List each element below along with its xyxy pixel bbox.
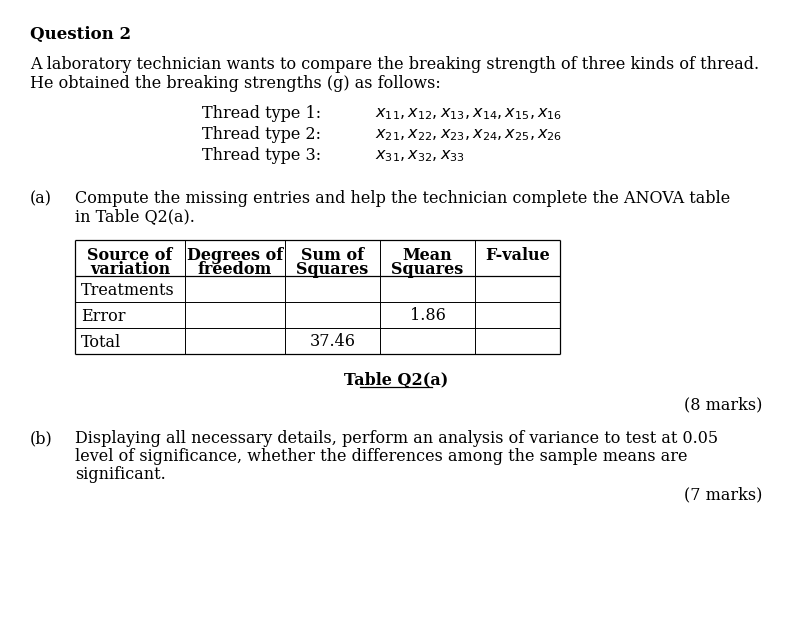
Text: He obtained the breaking strengths (g) as follows:: He obtained the breaking strengths (g) a… bbox=[30, 75, 441, 92]
Text: (b): (b) bbox=[30, 430, 53, 447]
Text: Table Q2(a): Table Q2(a) bbox=[344, 372, 448, 389]
Text: Displaying all necessary details, perform an analysis of variance to test at 0.0: Displaying all necessary details, perfor… bbox=[75, 430, 718, 447]
Text: Total: Total bbox=[81, 334, 121, 351]
Text: (7 marks): (7 marks) bbox=[683, 486, 762, 503]
Text: $x_{21}, x_{22}, x_{23}, x_{24}, x_{25}, x_{26}$: $x_{21}, x_{22}, x_{23}, x_{24}, x_{25},… bbox=[375, 126, 562, 143]
Text: freedom: freedom bbox=[198, 261, 272, 278]
Text: 37.46: 37.46 bbox=[310, 332, 356, 350]
Text: Treatments: Treatments bbox=[81, 282, 175, 299]
Text: Degrees of: Degrees of bbox=[187, 247, 283, 264]
Text: variation: variation bbox=[89, 261, 170, 278]
Text: significant.: significant. bbox=[75, 466, 166, 483]
Text: Squares: Squares bbox=[296, 261, 368, 278]
Text: (a): (a) bbox=[30, 190, 52, 207]
Text: 1.86: 1.86 bbox=[409, 306, 445, 323]
Text: $x_{11}, x_{12}, x_{13}, x_{14}, x_{15}, x_{16}$: $x_{11}, x_{12}, x_{13}, x_{14}, x_{15},… bbox=[375, 105, 562, 122]
Text: $x_{31}, x_{32}, x_{33}$: $x_{31}, x_{32}, x_{33}$ bbox=[375, 147, 465, 164]
Text: in Table Q2(a).: in Table Q2(a). bbox=[75, 208, 195, 225]
Text: Compute the missing entries and help the technician complete the ANOVA table: Compute the missing entries and help the… bbox=[75, 190, 730, 207]
Text: Source of: Source of bbox=[87, 247, 173, 264]
Text: Thread type 1:: Thread type 1: bbox=[202, 105, 321, 122]
Text: (8 marks): (8 marks) bbox=[683, 396, 762, 413]
Text: A laboratory technician wants to compare the breaking strength of three kinds of: A laboratory technician wants to compare… bbox=[30, 56, 759, 73]
Text: Sum of: Sum of bbox=[301, 247, 364, 264]
Text: Thread type 3:: Thread type 3: bbox=[202, 147, 321, 164]
Text: Thread type 2:: Thread type 2: bbox=[202, 126, 321, 143]
Text: level of significance, whether the differences among the sample means are: level of significance, whether the diffe… bbox=[75, 448, 687, 465]
Text: F-value: F-value bbox=[485, 247, 550, 264]
Text: Error: Error bbox=[81, 308, 125, 325]
Text: Squares: Squares bbox=[391, 261, 463, 278]
Text: Question 2: Question 2 bbox=[30, 26, 131, 43]
Text: Mean: Mean bbox=[402, 247, 452, 264]
